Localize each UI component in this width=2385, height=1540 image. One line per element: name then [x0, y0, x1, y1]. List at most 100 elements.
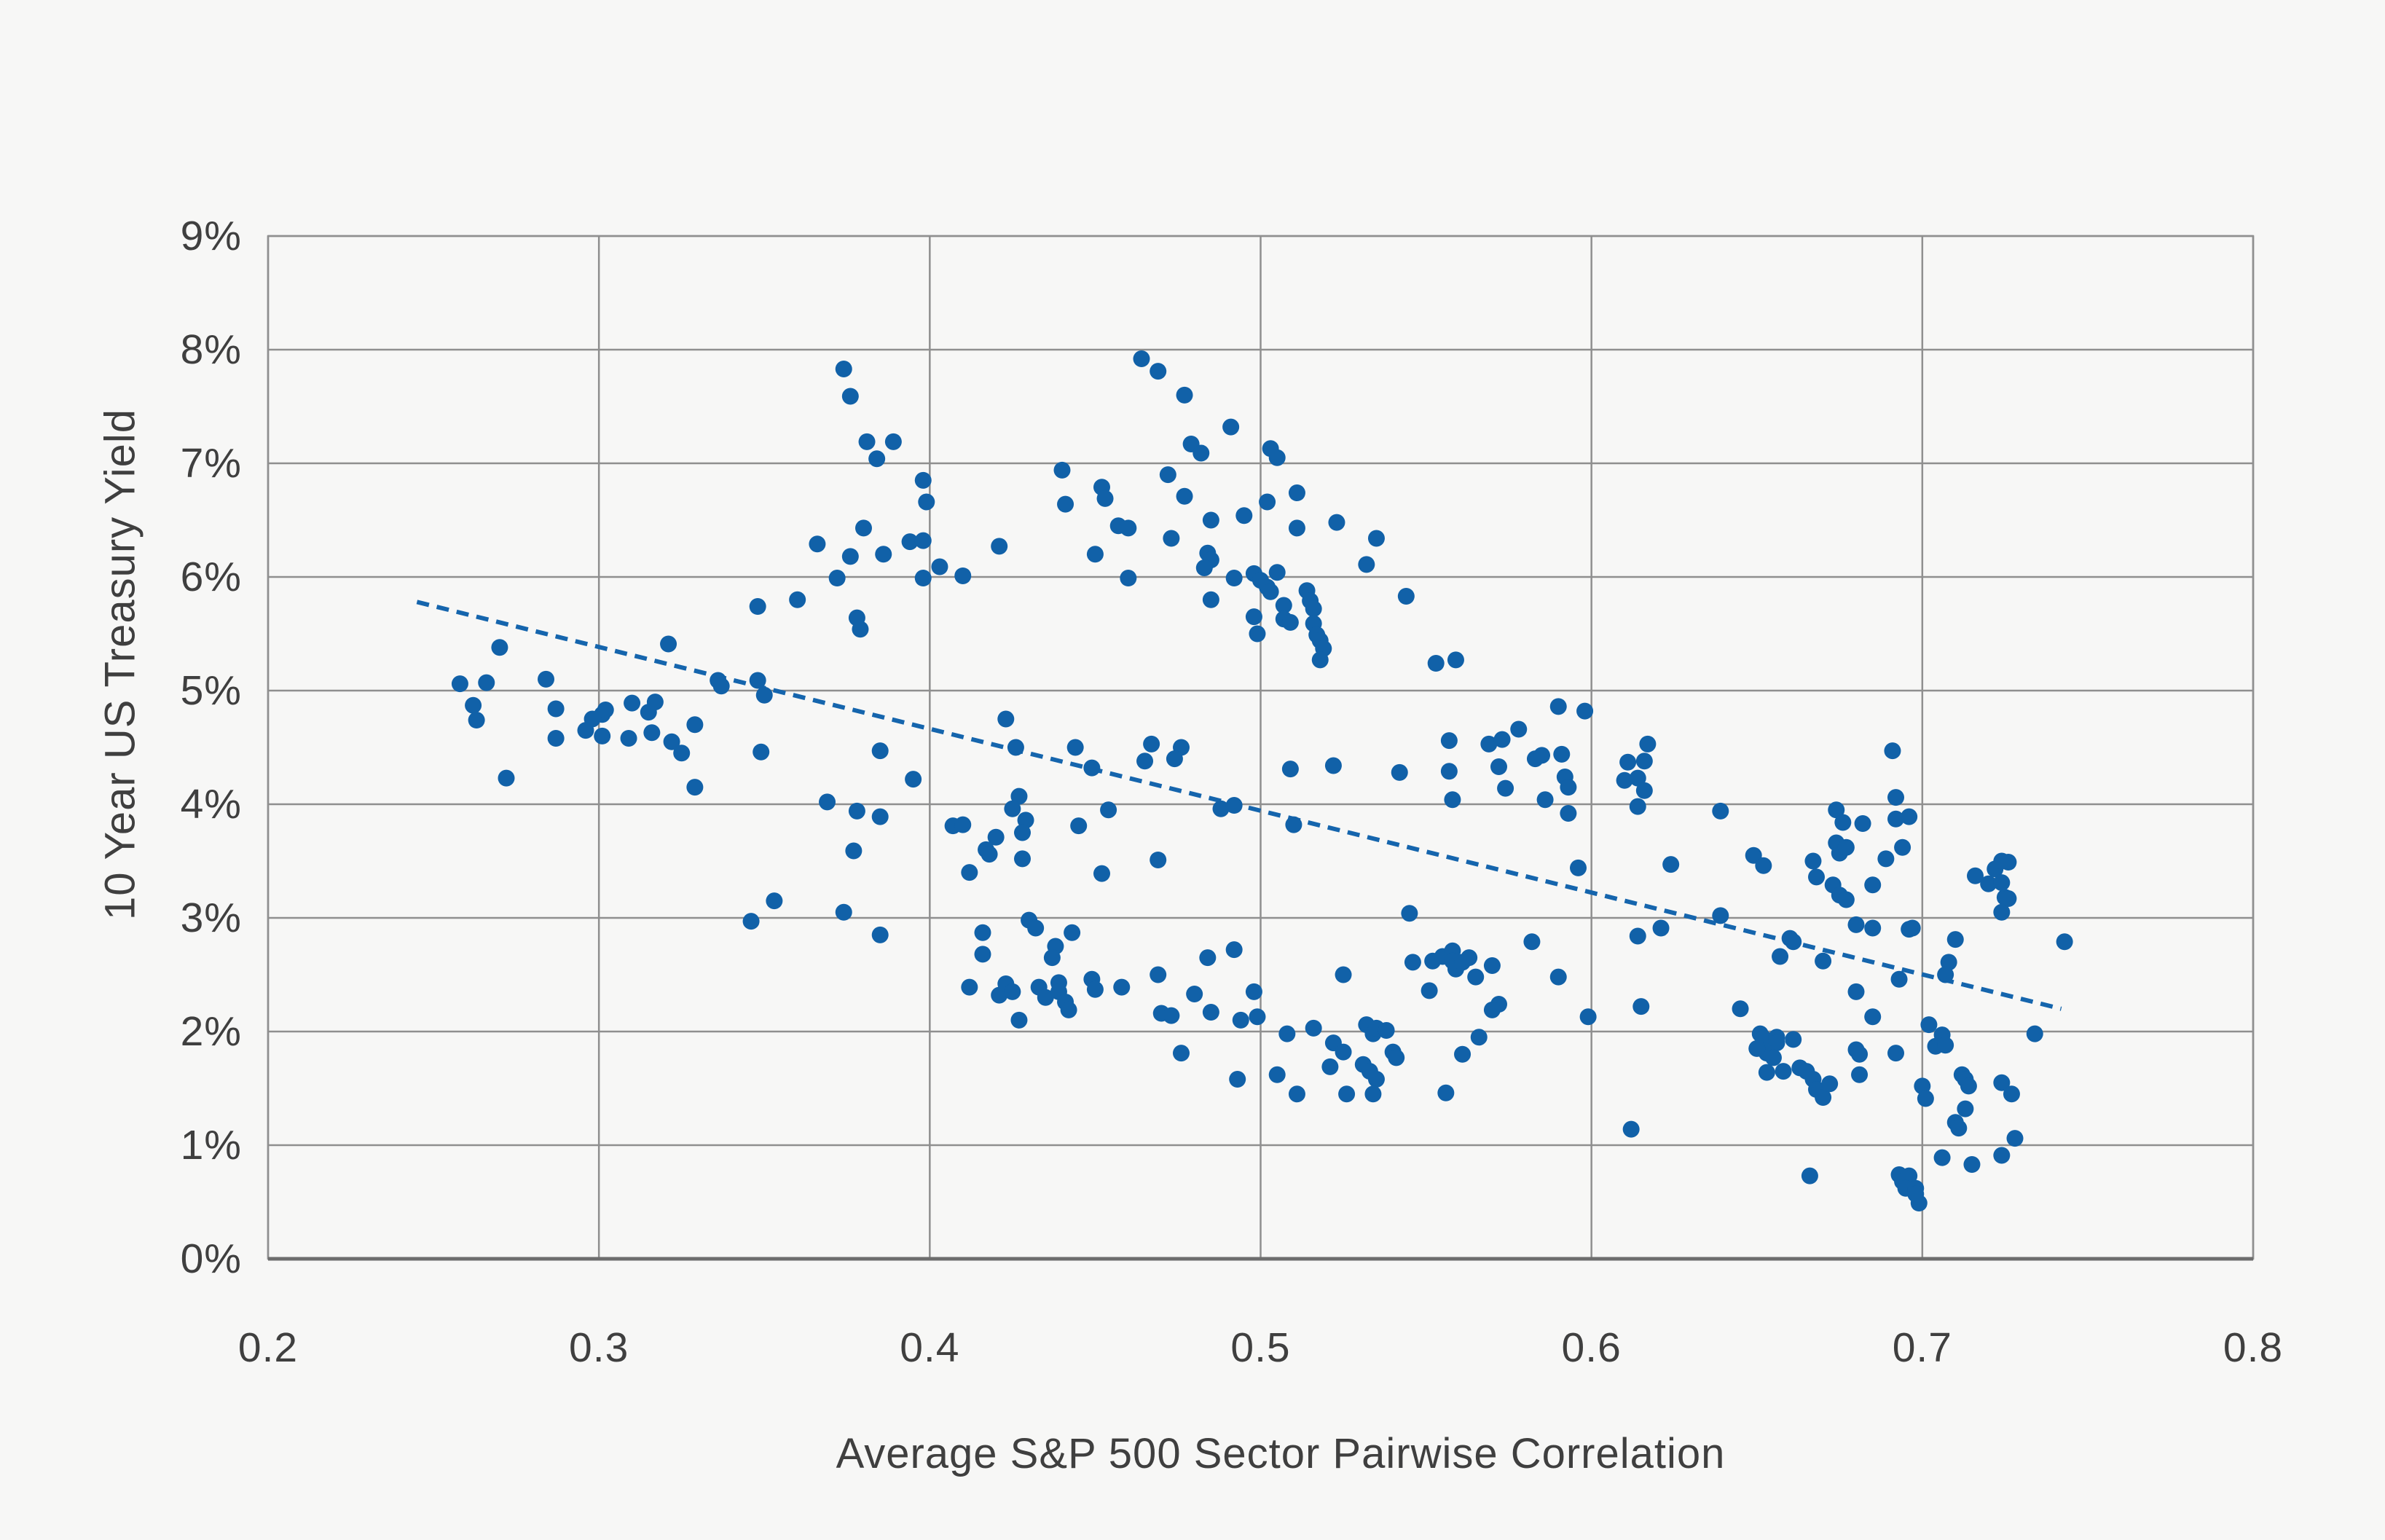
data-point — [1470, 1029, 1488, 1046]
data-point — [884, 433, 902, 450]
data-point — [914, 570, 932, 587]
data-point — [1043, 949, 1061, 967]
data-point — [1901, 921, 1918, 938]
data-point — [1037, 989, 1054, 1006]
data-point — [673, 745, 691, 762]
data-point — [1262, 583, 1279, 600]
data-point — [1202, 591, 1219, 608]
x-tick-label: 0.5 — [1230, 1324, 1291, 1371]
data-point — [1523, 933, 1541, 951]
x-tick-label: 0.8 — [2223, 1324, 2284, 1371]
data-point — [1837, 838, 1855, 856]
data-point — [1877, 850, 1895, 868]
data-point — [1113, 978, 1131, 996]
data-point — [1785, 933, 1802, 951]
data-point — [1404, 954, 1421, 971]
data-point — [809, 535, 826, 553]
data-point — [1549, 698, 1567, 715]
data-point — [871, 808, 889, 825]
data-point — [742, 913, 760, 930]
data-point — [1007, 739, 1024, 756]
data-point — [1202, 511, 1219, 529]
data-point — [1275, 597, 1292, 614]
data-point — [1288, 519, 1305, 537]
data-point — [1444, 791, 1461, 809]
data-point — [1176, 487, 1193, 505]
data-point — [1933, 1149, 1951, 1166]
data-point — [465, 696, 482, 714]
data-point — [1364, 1085, 1382, 1103]
data-point — [1335, 966, 1352, 983]
data-point — [1268, 449, 1286, 466]
data-point — [1285, 816, 1302, 833]
data-point — [1993, 903, 2011, 921]
data-point — [1335, 1043, 1352, 1061]
data-point — [1461, 949, 1478, 967]
data-point — [1748, 1040, 1766, 1057]
data-point — [1576, 702, 1594, 720]
data-point — [991, 538, 1008, 555]
data-point — [1652, 919, 1670, 937]
data-point — [1259, 493, 1276, 511]
data-point — [451, 675, 468, 693]
data-point — [1884, 742, 1901, 760]
y-tick-label: 1% — [180, 1122, 242, 1168]
data-point — [749, 598, 766, 616]
data-point — [1957, 1100, 1974, 1117]
data-point — [845, 842, 863, 860]
data-point — [1173, 1045, 1190, 1062]
data-point — [1086, 546, 1104, 563]
data-point — [620, 730, 637, 747]
data-point — [858, 433, 876, 450]
data-point — [871, 926, 889, 943]
data-point — [1821, 1075, 1839, 1093]
data-point — [961, 864, 978, 881]
data-point — [852, 621, 869, 638]
data-point — [1186, 986, 1203, 1003]
data-point — [1401, 905, 1418, 922]
data-point — [1907, 1185, 1925, 1203]
data-point — [1305, 1019, 1322, 1037]
data-point — [755, 686, 773, 704]
data-point — [1120, 519, 1137, 537]
data-point — [1917, 1090, 1934, 1107]
data-point — [491, 639, 508, 656]
data-point — [1437, 1084, 1455, 1101]
data-point — [468, 712, 485, 729]
data-point — [1854, 815, 1871, 833]
x-tick-label: 0.7 — [1892, 1324, 1952, 1371]
data-point — [1014, 824, 1031, 841]
data-point — [1358, 556, 1375, 573]
data-point — [1066, 739, 1084, 756]
data-point — [918, 493, 935, 511]
data-point — [1454, 1045, 1472, 1063]
data-point — [1083, 759, 1101, 777]
data-point — [686, 779, 704, 796]
data-point — [1268, 564, 1286, 581]
data-point — [1937, 1037, 1954, 1054]
data-point — [1808, 868, 1825, 886]
data-point — [1632, 998, 1650, 1015]
data-point — [1864, 876, 1882, 894]
data-point — [1772, 948, 1789, 965]
data-point — [577, 722, 594, 739]
x-tick-label: 0.3 — [569, 1324, 629, 1371]
data-point — [1163, 530, 1180, 547]
data-point — [538, 670, 554, 688]
y-tick-label: 4% — [180, 781, 242, 828]
data-point — [1324, 757, 1342, 774]
data-point — [1579, 1008, 1597, 1026]
data-point — [1057, 495, 1074, 513]
data-point — [1150, 851, 1167, 868]
data-point — [1093, 865, 1110, 882]
data-point — [1775, 1063, 1792, 1080]
data-point — [997, 710, 1015, 728]
data-point — [1937, 966, 1954, 983]
data-point — [663, 733, 680, 750]
data-point — [855, 519, 872, 537]
data-point — [819, 793, 836, 811]
data-point — [1864, 1008, 1882, 1026]
data-point — [1192, 444, 1210, 462]
data-point — [1150, 966, 1167, 983]
